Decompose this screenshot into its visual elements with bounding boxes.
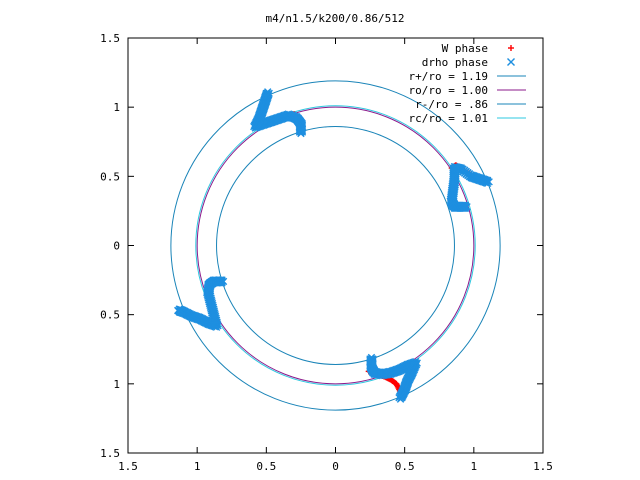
x-tick-label: 1	[194, 460, 201, 473]
y-tick-label: 1	[113, 378, 120, 391]
x-tick-label: 1.5	[118, 460, 138, 473]
legend-label: r+/ro = 1.19	[409, 70, 488, 83]
x-marker-b	[396, 395, 405, 403]
y-tick-label: 0.5	[100, 309, 120, 322]
x-tick-label: 0.5	[256, 460, 276, 473]
x-marker-b	[175, 305, 183, 313]
circle-0	[170, 80, 501, 411]
legend-label: r-/ro = .86	[415, 98, 488, 111]
series-drho-phase	[173, 88, 493, 403]
series-arm-0	[250, 88, 307, 138]
legend-entry-3: ro/ro = 1.00	[409, 84, 526, 97]
legend-label: ro/ro = 1.00	[409, 84, 488, 97]
x-marker-b	[396, 392, 405, 400]
x-tick-label: 0	[332, 460, 339, 473]
x-tick-label: 1.5	[533, 460, 553, 473]
legend-entry-0: W phase	[442, 42, 514, 55]
y-tick-label: 1.5	[100, 447, 120, 460]
x-marker-b	[483, 176, 492, 185]
x-marker-b	[175, 308, 183, 316]
x-tick-label: 1	[471, 460, 478, 473]
series-arm-1	[446, 162, 493, 212]
y-tick-label: 0.5	[100, 170, 120, 183]
y-tick-label: 1.5	[100, 32, 120, 45]
y-tick-label: 0	[113, 240, 120, 253]
legend-entry-2: r+/ro = 1.19	[409, 70, 526, 83]
series-arm-2	[366, 353, 421, 403]
x-marker-b	[264, 88, 272, 96]
x-marker-b	[507, 58, 515, 66]
legend-entry-1: drho phase	[422, 56, 515, 69]
plot-area	[170, 80, 501, 411]
legend-label: rc/ro = 1.01	[409, 112, 488, 125]
legend-entry-5: rc/ro = 1.01	[409, 112, 526, 125]
y-tick-label: 1	[113, 101, 120, 114]
legend-label: W phase	[442, 42, 488, 55]
circle-2	[216, 126, 455, 365]
x-marker-b	[264, 91, 272, 99]
circle-3	[195, 105, 476, 386]
series-arm-3	[173, 276, 228, 331]
legend-label: drho phase	[422, 56, 488, 69]
x-tick-label: 0.5	[395, 460, 415, 473]
chart-title: m4/n1.5/k200/0.86/512	[265, 12, 404, 25]
axes: 1.5 1 0.5 0 0.5 1 1.51.510.500.511.5	[100, 32, 553, 473]
circle-1	[196, 106, 475, 385]
x-marker-b	[483, 179, 492, 188]
legend-entry-4: r-/ro = .86	[415, 98, 526, 111]
